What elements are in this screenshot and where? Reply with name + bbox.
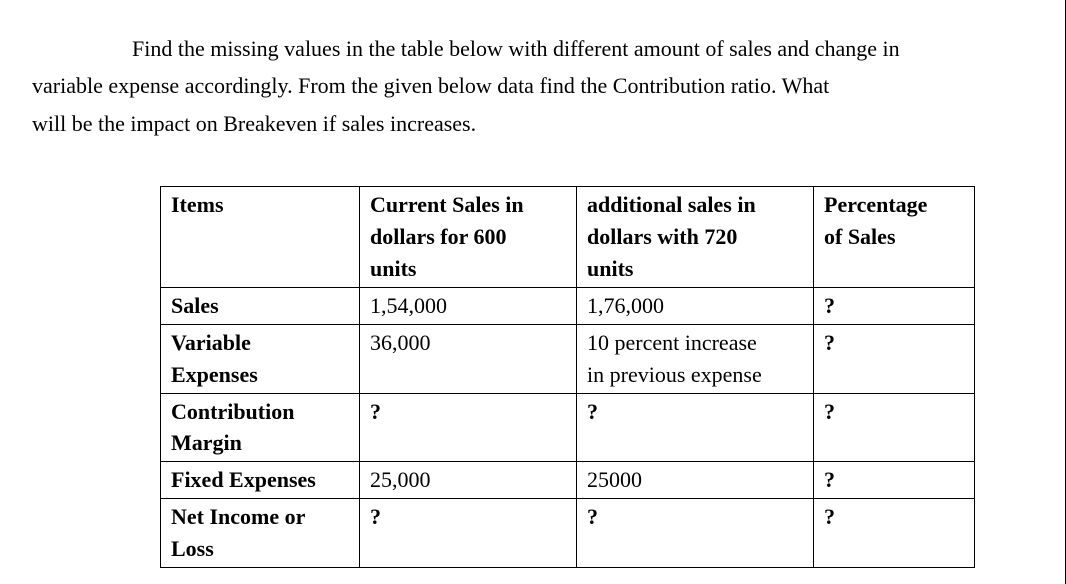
cell-fixed-b: 25000: [577, 462, 814, 499]
row-label-fixed: Fixed Expenses: [161, 462, 360, 499]
cell-sales-c: ?: [814, 287, 975, 324]
data-table-wrap: Items Current Sales in dollars for 600 u…: [160, 186, 1021, 568]
problem-statement: Find the missing values in the table bel…: [32, 30, 1021, 142]
cell-netinc-c: ?: [814, 499, 975, 568]
cell-contrib-a: ?: [360, 393, 577, 462]
header-additional-sales: additional sales in dollars with 720 uni…: [577, 187, 814, 288]
table-row-variable-expenses: Variable Expenses 36,000 10 percent incr…: [161, 324, 975, 393]
cell-sales-a: 1,54,000: [360, 287, 577, 324]
document-page: { "prose": { "line1_a": "Find the missin…: [0, 0, 1066, 584]
cell-varexp-c: ?: [814, 324, 975, 393]
header-items: Items: [161, 187, 360, 288]
table-row-net-income: Net Income or Loss ? ? ?: [161, 499, 975, 568]
cell-contrib-c: ?: [814, 393, 975, 462]
cell-sales-b: 1,76,000: [577, 287, 814, 324]
cell-netinc-b: ?: [577, 499, 814, 568]
table-row-sales: Sales 1,54,000 1,76,000 ?: [161, 287, 975, 324]
row-label-varexp: Variable Expenses: [161, 324, 360, 393]
table-row-contribution-margin: Contribution Margin ? ? ?: [161, 393, 975, 462]
cell-contrib-b: ?: [577, 393, 814, 462]
table-row-fixed-expenses: Fixed Expenses 25,000 25000 ?: [161, 462, 975, 499]
prose-line-2: variable expense accordingly. From the g…: [32, 73, 829, 98]
cell-fixed-c: ?: [814, 462, 975, 499]
cell-varexp-b: 10 percent increase in previous expense: [577, 324, 814, 393]
header-current-sales: Current Sales in dollars for 600 units: [360, 187, 577, 288]
row-label-sales: Sales: [161, 287, 360, 324]
row-label-netinc: Net Income or Loss: [161, 499, 360, 568]
data-table: Items Current Sales in dollars for 600 u…: [160, 186, 975, 568]
cell-netinc-a: ?: [360, 499, 577, 568]
cell-varexp-a: 36,000: [360, 324, 577, 393]
prose-line-3: will be the impact on Breakeven if sales…: [32, 111, 476, 136]
row-label-contrib: Contribution Margin: [161, 393, 360, 462]
table-header-row: Items Current Sales in dollars for 600 u…: [161, 187, 975, 288]
prose-line-1: Find the missing values in the table bel…: [132, 36, 900, 61]
cell-fixed-a: 25,000: [360, 462, 577, 499]
header-percentage: Percentage of Sales: [814, 187, 975, 288]
